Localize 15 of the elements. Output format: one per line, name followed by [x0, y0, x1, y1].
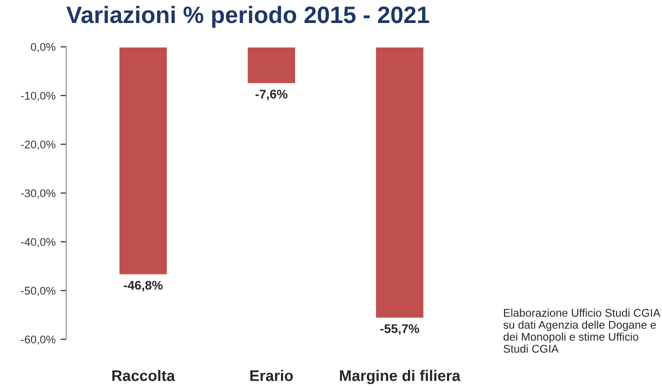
y-tick-label: -40,0% [21, 238, 56, 248]
y-tick-label: -30,0% [21, 189, 56, 198]
y-tick-label: -20,0% [21, 140, 56, 150]
x-tick-label: Raccolta [112, 370, 176, 382]
data-label: -55,7% [380, 324, 420, 335]
y-tick-label: -50,0% [21, 286, 56, 296]
data-label: -7,6% [256, 90, 288, 100]
x-tick-label: Margine di filiera [340, 370, 460, 384]
text: Elaborazione Ufficio Studi CGIA su dati Agenzia delle Dogane e dei Monopoli e stime Ufficio Studi CGIA [503, 308, 660, 353]
y-tick-label: 0,0% [30, 43, 56, 52]
y-tick-label: -10,0% [21, 92, 56, 101]
chart-title: Variazioni % periodo 2015 - 2021 [66, 6, 430, 28]
data-label: -46,8% [124, 280, 163, 292]
y-tick-label: -60,0% [21, 336, 56, 345]
x-tick-label: Erario [250, 370, 293, 382]
